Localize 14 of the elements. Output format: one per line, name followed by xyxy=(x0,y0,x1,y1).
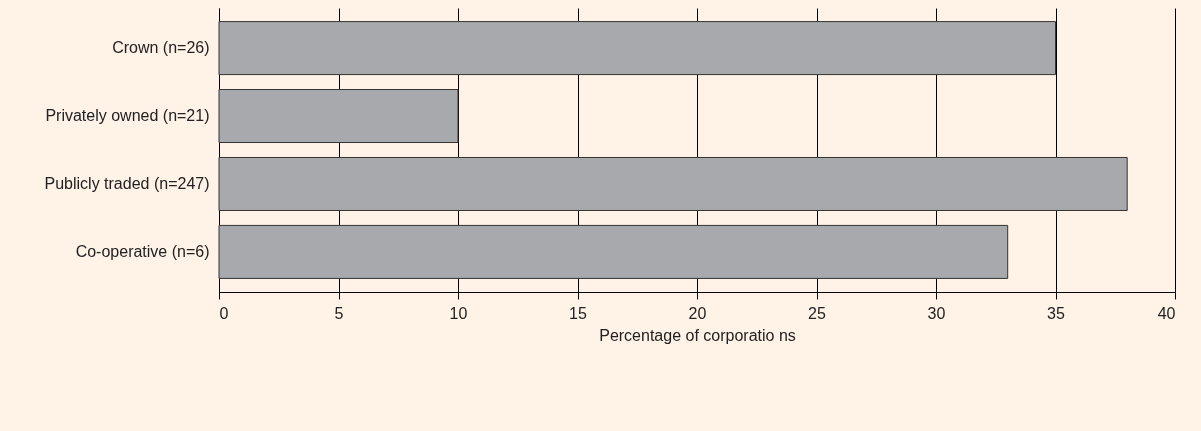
x-tick-label: 0 xyxy=(219,304,229,322)
y-tick-label: Co-operative (n=6) xyxy=(75,242,210,260)
x-tick-label: 25 xyxy=(808,304,826,322)
x-tick-label: 20 xyxy=(688,304,707,322)
y-tick-label: Publicly traded (n=247) xyxy=(44,174,210,192)
x-tick-label: 40 xyxy=(1157,304,1176,322)
y-tick-label: Privately owned (n=21) xyxy=(45,107,210,125)
x-tick-label: 15 xyxy=(569,304,587,322)
x-axis-title: Percentage of corporatio ns xyxy=(599,326,796,344)
y-tick-label: Crown (n=26) xyxy=(112,39,210,57)
x-tick-label: 5 xyxy=(334,304,344,322)
x-tick-label: 10 xyxy=(449,304,468,322)
x-tick-label: 30 xyxy=(927,304,946,322)
x-tick-label: 35 xyxy=(1047,304,1065,322)
